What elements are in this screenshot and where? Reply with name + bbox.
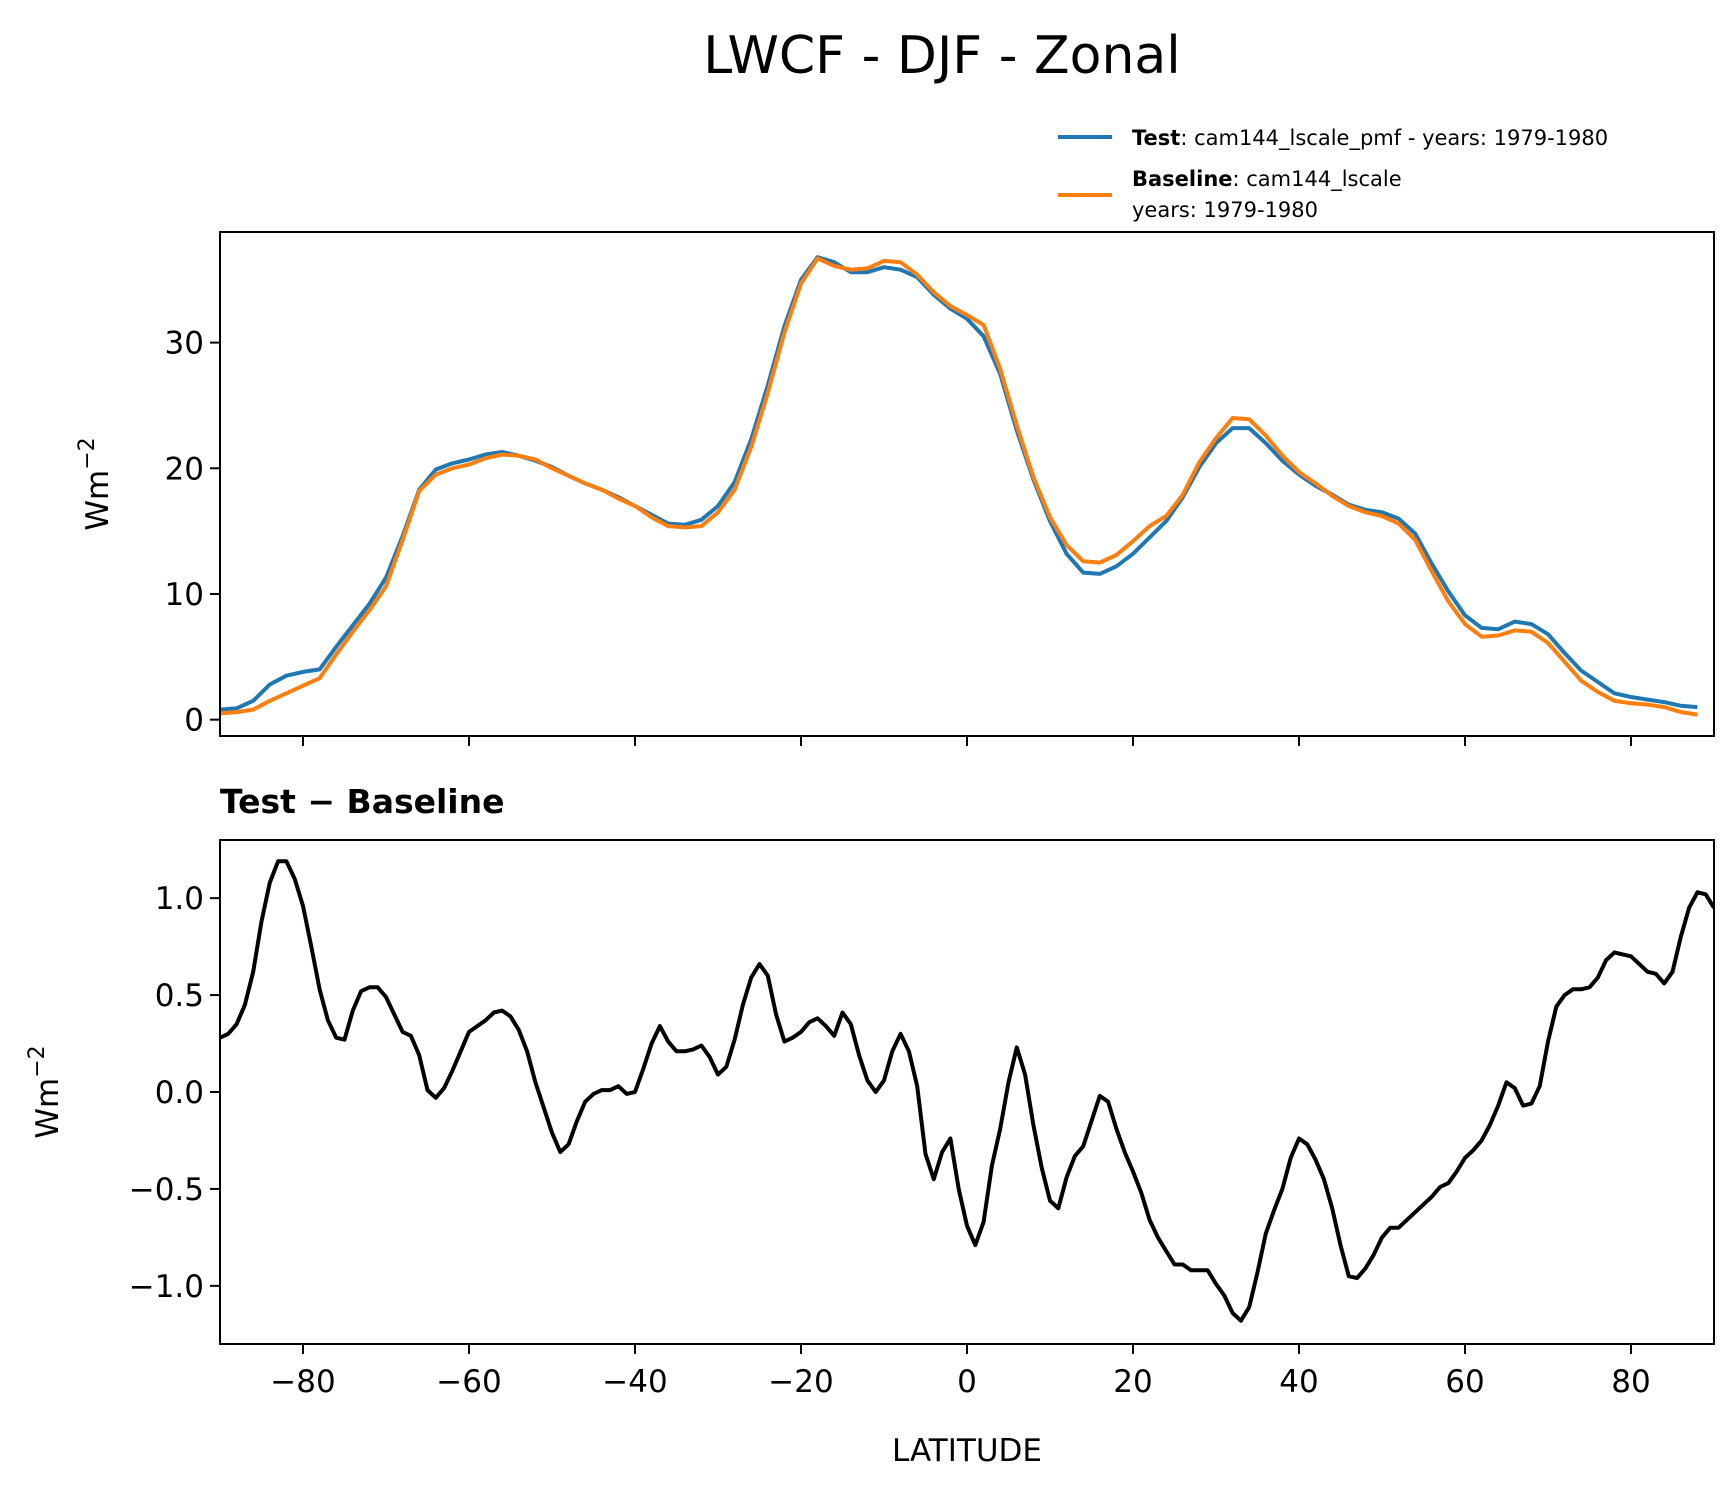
bottom-xtick-label: 40 — [1279, 1364, 1318, 1400]
bottom-ytick-label: 0.0 — [155, 1075, 204, 1111]
bottom-xtick-label: 20 — [1113, 1364, 1152, 1400]
bottom-xtick-label: −60 — [436, 1364, 501, 1400]
legend-baseline-desc: : cam144_lscale — [1233, 167, 1402, 192]
bottom-ticks: −1.0 −0.5 0.0 0.5 1.0 −80 −60 −40 −20 0 20 40 60 80 — [129, 881, 1651, 1400]
bottom-xlabel: LATITUDE — [892, 1433, 1042, 1469]
bottom-ytick-label: 0.5 — [155, 978, 204, 1014]
bottom-xtick-label: −40 — [602, 1364, 667, 1400]
top-series-group — [220, 255, 1698, 717]
top-ticks: 0 10 20 30 — [165, 326, 1632, 746]
bottom-panel-title: Test − Baseline — [220, 782, 505, 821]
legend-baseline-desc2: years: 1979-1980 — [1132, 198, 1318, 222]
top-ylabel: Wm−2 — [75, 437, 116, 530]
bottom-ylabel: Wm−2 — [25, 1045, 66, 1138]
legend-test-entry: Test: cam144_lscale_pmf - years: 1979-19… — [1132, 126, 1608, 151]
figure-title: LWCF - DJF - Zonal — [703, 26, 1180, 86]
legend: Test: cam144_lscale_pmf - years: 1979-19… — [1058, 126, 1608, 222]
top-ytick-label: 10 — [165, 577, 204, 613]
bottom-xtick-label: 60 — [1445, 1364, 1484, 1400]
legend-baseline-entry: Baseline: cam144_lscale — [1132, 167, 1402, 192]
bottom-ytick-label: −0.5 — [129, 1172, 204, 1208]
top-panel: Wm−2 0 10 20 30 — [75, 231, 1715, 746]
top-series-test-line — [220, 255, 1698, 712]
bottom-xtick-label: −80 — [270, 1364, 335, 1400]
bottom-frame — [219, 839, 1715, 1345]
legend-baseline-label: Baseline — [1132, 167, 1233, 191]
top-ytick-label: 20 — [165, 451, 204, 487]
bottom-ytick-label: −1.0 — [129, 1269, 204, 1305]
top-frame — [219, 231, 1715, 737]
bottom-series-group — [220, 859, 1714, 1323]
bottom-series-test-baseline-line — [220, 859, 1714, 1323]
top-ytick-label: 30 — [165, 326, 204, 362]
top-ytick-label: 0 — [184, 703, 204, 739]
bottom-xtick-label: 0 — [957, 1364, 977, 1400]
legend-test-desc: : cam144_lscale_pmf - years: 1979-1980 — [1180, 126, 1608, 151]
bottom-xtick-label: 80 — [1611, 1364, 1650, 1400]
top-series-baseline-line — [220, 256, 1698, 717]
bottom-ytick-label: 1.0 — [155, 881, 204, 917]
legend-test-label: Test — [1132, 126, 1180, 150]
bottom-panel: Test − Baseline Wm−2 −1.0 −0.5 0.0 0.5 1.0 −8… — [25, 782, 1715, 1469]
bottom-xtick-label: −20 — [768, 1364, 833, 1400]
